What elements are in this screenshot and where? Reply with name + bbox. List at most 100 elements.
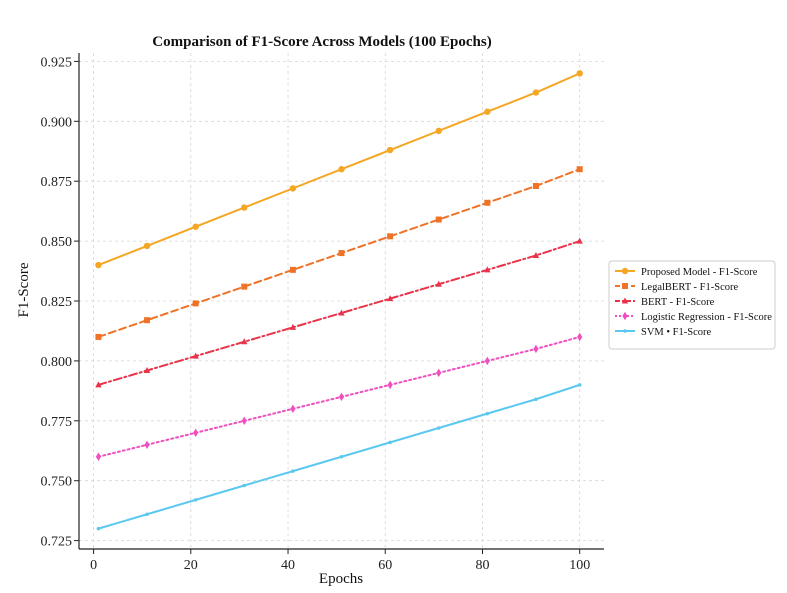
data-point — [484, 266, 491, 273]
x-axis-label: Epochs — [319, 571, 363, 587]
data-point — [95, 452, 102, 461]
data-point — [290, 404, 296, 414]
data-point — [435, 280, 442, 287]
data-point — [436, 368, 442, 378]
y-tick-label: 0.900 — [41, 115, 73, 130]
legend-swatch-marker — [622, 311, 628, 321]
data-point — [192, 223, 199, 230]
y-tick-label: 0.725 — [41, 535, 73, 550]
ticks: 0 20 40 60 80 100 0.725 0.750 0.775 0.800 0.825 0.8… — [41, 55, 591, 573]
data-point — [145, 512, 149, 517]
data-point — [388, 440, 392, 445]
legend-item: BERT - F1-Score — [615, 297, 715, 308]
legend-label: LegalBERT - F1-Score — [641, 282, 738, 293]
data-point — [241, 338, 248, 345]
y-tick-label: 0.800 — [41, 355, 73, 370]
data-point — [485, 411, 490, 416]
y-tick-label: 0.925 — [41, 55, 73, 70]
data-point — [144, 317, 151, 324]
legend-label: Proposed Model - F1-Score — [641, 267, 758, 278]
data-point — [95, 381, 102, 388]
x-tick-label: 100 — [569, 558, 590, 573]
data-point — [95, 261, 102, 269]
data-point — [339, 454, 344, 459]
y-tick-label: 0.875 — [41, 175, 73, 190]
series-1 — [95, 70, 583, 269]
data-point — [534, 397, 538, 402]
data-point — [291, 469, 295, 473]
data-point — [435, 127, 442, 135]
legend-item: Logistic Regression - F1-Score — [615, 311, 772, 323]
legend-label: Logistic Regression - F1-Score — [641, 312, 772, 323]
data-point — [289, 266, 296, 273]
data-point — [144, 440, 150, 449]
data-point — [95, 333, 102, 340]
data-point — [435, 216, 442, 223]
data-point — [338, 166, 345, 173]
data-point — [241, 416, 247, 426]
series-2 — [95, 166, 583, 340]
data-point — [193, 498, 198, 502]
legend-box — [608, 260, 776, 350]
series-4 — [95, 332, 583, 461]
x-tick-label: 20 — [184, 558, 198, 573]
data-point — [242, 483, 247, 488]
data-point — [576, 70, 583, 77]
grid — [79, 53, 604, 549]
data-point — [577, 383, 582, 387]
data-point — [532, 251, 540, 258]
legend: Proposed Model - F1-Score LegalBERT - F1-… — [608, 260, 776, 350]
legend-swatch-marker — [623, 329, 627, 333]
data-point — [143, 242, 151, 250]
x-tick-label: 0 — [90, 558, 97, 573]
y-tick-label: 0.775 — [41, 415, 73, 430]
data-point — [387, 380, 393, 390]
series-5 — [96, 383, 582, 531]
data-point — [192, 300, 199, 307]
legend-swatch-marker — [621, 267, 629, 275]
data-point — [576, 237, 583, 244]
data-point — [143, 366, 151, 373]
x-tick-label: 60 — [378, 558, 392, 573]
data-point — [338, 392, 345, 402]
data-point — [338, 250, 345, 257]
data-point — [241, 283, 248, 290]
data-point — [241, 204, 248, 211]
legend-item: SVM • F1-Score — [615, 327, 712, 338]
data-point — [484, 199, 491, 206]
data-point — [484, 108, 491, 115]
y-tick-label: 0.750 — [41, 475, 73, 490]
data-point — [387, 233, 394, 240]
data-point — [289, 323, 297, 330]
series-line — [97, 240, 581, 386]
data-point — [338, 309, 345, 316]
data-point — [289, 185, 297, 192]
data-point — [532, 89, 540, 96]
y-axis-label: F1-Score — [16, 262, 32, 317]
data-point — [192, 352, 199, 359]
x-tick-label: 80 — [475, 558, 489, 573]
legend-item: Proposed Model - F1-Score — [615, 267, 758, 278]
legend-label: BERT - F1-Score — [641, 297, 715, 308]
data-point — [532, 182, 539, 189]
chart-title: Comparison of F1-Score Across Models (10… — [152, 34, 491, 50]
data-point — [386, 146, 394, 154]
data-point — [577, 332, 583, 342]
data-point — [193, 428, 199, 437]
series-line — [97, 383, 581, 530]
series-3 — [95, 237, 583, 388]
data-point — [386, 295, 394, 302]
data-point — [436, 426, 441, 430]
legend-swatch-marker — [621, 297, 629, 304]
y-tick-label: 0.825 — [41, 295, 73, 310]
x-tick-label: 40 — [281, 558, 295, 573]
data-point — [484, 356, 490, 366]
legend-item: LegalBERT - F1-Score — [615, 282, 738, 293]
legend-swatch-marker — [622, 283, 628, 289]
data-point — [96, 526, 101, 531]
data-point — [576, 166, 583, 173]
data-point — [533, 344, 539, 354]
series-group — [95, 70, 583, 531]
y-tick-label: 0.850 — [41, 235, 73, 250]
